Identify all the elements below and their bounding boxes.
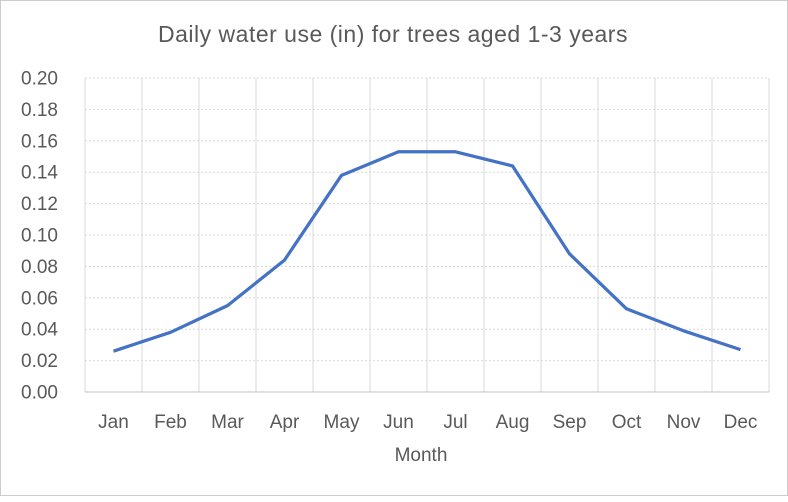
x-axis-tick-labels: Jan Feb Mar Apr May Jun Jul Aug Sep Oct Nov Dec — [98, 412, 757, 433]
y-axis-tick-label: 0.16 — [21, 131, 58, 152]
x-axis-tick-label: Nov — [667, 412, 701, 433]
chart-title: Daily water use (in) for trees aged 1-3 … — [158, 21, 628, 47]
x-axis-title: Month — [395, 445, 448, 466]
y-axis-tick-label: 0.04 — [21, 320, 58, 341]
x-axis-tick-label: Jun — [383, 412, 414, 433]
y-axis-tick-label: 0.14 — [21, 163, 58, 184]
y-axis-tick-label: 0.18 — [21, 100, 58, 121]
y-axis-tick-label: 0.20 — [21, 69, 58, 90]
x-axis-tick-label: May — [324, 412, 360, 433]
y-axis-tick-label: 0.08 — [21, 257, 58, 278]
y-axis-tick-label: 0.00 — [21, 383, 58, 404]
x-axis-tick-label: Sep — [553, 412, 587, 433]
x-axis-tick-label: Apr — [270, 412, 300, 433]
water-use-line-series — [112, 150, 742, 353]
y-axis-tick-label: 0.06 — [21, 288, 58, 309]
y-axis-tick-label: 0.02 — [21, 351, 58, 372]
x-axis-tick-label: Feb — [154, 412, 187, 433]
x-axis-tick-label: Jul — [443, 412, 467, 433]
y-axis-tick-label: 0.12 — [21, 194, 58, 215]
y-axis-tick-labels: 0.00 0.02 0.04 0.06 0.08 0.10 0.12 0.14 0.16 0.18… — [21, 69, 58, 404]
y-axis-tick-label: 0.10 — [21, 226, 58, 247]
horizontal-gridlines — [85, 77, 769, 393]
x-axis-tick-label: Aug — [496, 412, 530, 433]
x-axis-tick-label: Dec — [724, 412, 758, 433]
x-axis-tick-label: Mar — [211, 412, 244, 433]
x-axis-tick-label: Jan — [98, 412, 129, 433]
x-axis-tick-label: Oct — [612, 412, 642, 433]
